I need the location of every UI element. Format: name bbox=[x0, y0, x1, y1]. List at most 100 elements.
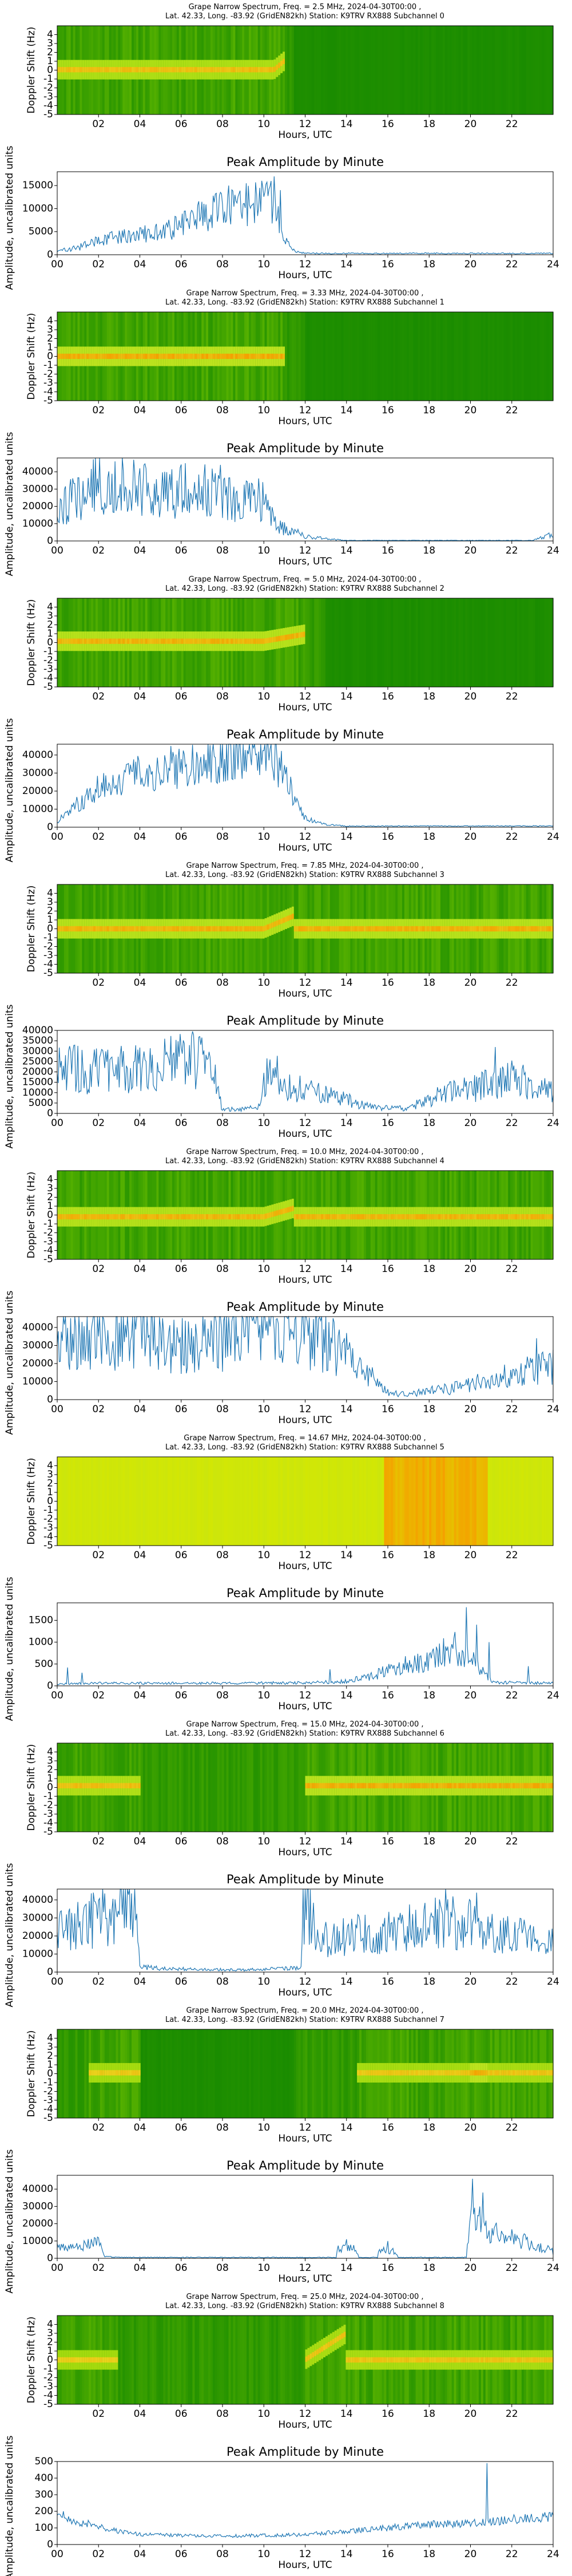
spectrogram-band-core bbox=[158, 67, 161, 73]
peak-xtick-label: 24 bbox=[547, 1690, 559, 1701]
spectrogram-band-core bbox=[496, 2357, 500, 2363]
spectrogram-band-core bbox=[113, 67, 117, 73]
spectrogram-band-core bbox=[82, 1214, 85, 1220]
peak-ytick-label: 20000 bbox=[22, 1358, 53, 1369]
spectrogram-band-core bbox=[535, 2357, 538, 2363]
spectrogram-band-core bbox=[86, 67, 89, 73]
spectrogram-column bbox=[515, 598, 518, 687]
spectrogram-column bbox=[440, 312, 443, 401]
spectrogram-band-core bbox=[363, 2357, 367, 2363]
spectrogram-band-core bbox=[172, 926, 175, 932]
spectrogram-column bbox=[420, 312, 423, 401]
spectrogram-band-core bbox=[181, 67, 184, 73]
spectrogram-band-core bbox=[506, 1783, 509, 1789]
spectrogram-column bbox=[478, 26, 482, 114]
spectrogram-band-core bbox=[120, 926, 123, 932]
spectrogram-xlabel: Hours, UTC bbox=[278, 416, 332, 427]
spectrogram-band-core bbox=[96, 2357, 98, 2363]
spectrogram-column bbox=[325, 26, 328, 114]
spectrogram-column bbox=[447, 26, 450, 114]
spectrogram-band-core bbox=[470, 2070, 472, 2076]
spectrogram-column bbox=[269, 1743, 272, 1832]
spectrogram-column bbox=[269, 2029, 272, 2118]
spectrogram-band-core bbox=[503, 926, 506, 932]
spectrogram-band-core bbox=[163, 638, 166, 644]
spectrogram-band-core bbox=[147, 67, 150, 73]
spectrogram-band-core bbox=[59, 353, 62, 359]
spectrogram-column bbox=[429, 1457, 432, 1546]
spectrogram-xtick-label: 02 bbox=[92, 1263, 105, 1275]
spectrogram-band-core bbox=[357, 926, 360, 932]
spectrogram-column bbox=[503, 312, 506, 401]
spectrogram-column bbox=[111, 1457, 114, 1546]
spectrogram-column bbox=[382, 312, 385, 401]
spectrogram-band-core bbox=[170, 1214, 173, 1220]
spectrogram-band-core bbox=[384, 1783, 387, 1789]
spectrogram-band-core bbox=[418, 1783, 421, 1789]
spectrogram-column bbox=[474, 312, 477, 401]
spectrogram-band-core bbox=[490, 1783, 493, 1789]
spectrogram-band-core bbox=[480, 2070, 484, 2076]
spectrogram-band-core bbox=[422, 2357, 425, 2363]
spectrogram-column bbox=[314, 2029, 317, 2118]
spectrogram-band-core bbox=[156, 1214, 159, 1220]
spectrogram-band-core bbox=[221, 1214, 225, 1220]
spectrogram-column bbox=[237, 1457, 240, 1546]
peak-xtick-label: 18 bbox=[423, 1976, 435, 1988]
spectrogram-band-core bbox=[77, 353, 81, 359]
peak-ytick-label: 0 bbox=[47, 2253, 53, 2264]
spectrogram-title-line2: Lat. 42.33, Long. -83.92 (GridEN82kh) St… bbox=[165, 1157, 444, 1165]
spectrogram-column bbox=[82, 1457, 85, 1546]
spectrogram-column bbox=[161, 2316, 164, 2404]
spectrogram-xtick-label: 02 bbox=[92, 1550, 105, 1561]
spectrogram-band-core bbox=[280, 61, 283, 66]
spectrogram-column bbox=[63, 2029, 67, 2118]
spectrogram-column bbox=[454, 598, 457, 687]
spectrogram-band-core bbox=[391, 1214, 394, 1220]
spectrogram-column bbox=[82, 2029, 85, 2118]
spectrogram-column bbox=[278, 2316, 281, 2404]
spectrogram-column bbox=[422, 26, 425, 114]
spectrogram-band-core bbox=[194, 1214, 197, 1220]
spectrogram-column bbox=[228, 2029, 232, 2118]
spectrogram-column bbox=[298, 1743, 301, 1832]
spectrogram-column bbox=[298, 312, 301, 401]
spectrogram-column bbox=[248, 2029, 252, 2118]
spectrogram-band-core bbox=[415, 1214, 419, 1220]
spectrogram-band-core bbox=[194, 926, 197, 932]
spectrogram-band-core bbox=[355, 926, 357, 932]
spectrogram-column bbox=[434, 26, 436, 114]
peak-xlabel: Hours, UTC bbox=[278, 1128, 332, 1140]
spectrogram-band-core bbox=[485, 1214, 488, 1220]
spectrogram-band-core bbox=[499, 926, 502, 932]
spectrogram-band-core bbox=[427, 2357, 430, 2363]
spectrogram-xtick-label: 22 bbox=[506, 1263, 518, 1275]
spectrogram-band-core bbox=[132, 1783, 134, 1789]
spectrogram-band-core bbox=[398, 1214, 400, 1220]
spectrogram-band-core bbox=[138, 2070, 141, 2076]
spectrogram-column bbox=[375, 312, 378, 401]
spectrogram-band-core bbox=[454, 1783, 457, 1789]
spectrogram-band-core bbox=[384, 1214, 387, 1220]
spectrogram-ylabel: Doppler Shift (Hz) bbox=[26, 27, 37, 114]
peak-xtick-label: 24 bbox=[547, 831, 559, 843]
spectrogram-band-core bbox=[395, 2357, 398, 2363]
spectrogram-column bbox=[86, 1457, 89, 1546]
spectrogram-column bbox=[494, 26, 498, 114]
spectrogram-band-core bbox=[515, 1783, 518, 1789]
spectrogram-band-core bbox=[237, 1214, 240, 1220]
spectrogram-column bbox=[442, 598, 446, 687]
spectrogram-column bbox=[508, 312, 511, 401]
spectrogram-band-core bbox=[434, 926, 436, 932]
spectrogram-band-core bbox=[391, 2070, 394, 2076]
spectrogram-band-core bbox=[499, 1214, 502, 1220]
spectrogram-column bbox=[70, 2029, 74, 2118]
spectrogram-column bbox=[305, 312, 308, 401]
spectrogram-band-core bbox=[442, 1783, 446, 1789]
spectrogram-band-core bbox=[82, 1783, 85, 1789]
peak-ylabel: Amplitude, uncalibrated units bbox=[4, 718, 15, 862]
spectrogram-column bbox=[321, 598, 324, 687]
spectrogram-ytick-label: -3 bbox=[43, 2095, 53, 2106]
spectrogram-xtick-label: 14 bbox=[340, 1836, 353, 1847]
spectrogram-ytick-label: 4 bbox=[47, 888, 53, 899]
